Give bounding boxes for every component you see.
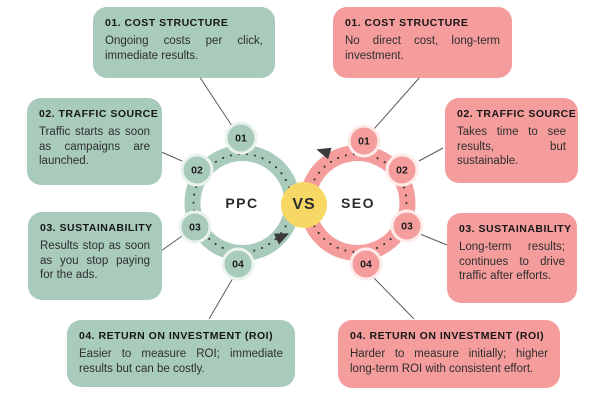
callout-title: 01. COST STRUCTURE bbox=[345, 17, 469, 29]
callout-body: Harder to measure initially; higher long… bbox=[350, 348, 548, 375]
connector-line bbox=[373, 76, 421, 130]
seo-node-01: 01 bbox=[347, 124, 381, 158]
callout-seo-sustainability: 03. SUSTAINABILITY Long-term results; co… bbox=[447, 213, 577, 303]
ppc-node-02: 02 bbox=[180, 153, 214, 187]
connector-line bbox=[208, 277, 234, 320]
callout-ppc-sustainability: 03. SUSTAINABILITY Results stop as soon … bbox=[28, 212, 162, 300]
callout-ppc-roi: 04. RETURN ON INVESTMENT (ROI) Easier to… bbox=[67, 320, 295, 387]
callout-body: Easier to measure ROI; immediate results… bbox=[79, 348, 283, 375]
connector-line bbox=[373, 277, 415, 320]
callout-body: Traffic starts as soon as campaigns are … bbox=[39, 126, 150, 168]
callout-ppc-traffic-source: 02. TRAFFIC SOURCE Traffic starts as soo… bbox=[27, 98, 162, 185]
callout-title: 02. TRAFFIC SOURCE bbox=[39, 108, 159, 120]
connector-line bbox=[419, 233, 448, 246]
callout-ppc-cost-structure: 01. COST STRUCTURE Ongoing costs per cli… bbox=[93, 7, 275, 78]
ppc-node-01: 01 bbox=[224, 121, 258, 155]
seo-arrow-icon bbox=[316, 147, 332, 160]
callout-title: 01. COST STRUCTURE bbox=[105, 17, 229, 29]
ppc-node-03: 03 bbox=[178, 210, 212, 244]
connector-line bbox=[158, 150, 183, 162]
seo-node-02: 02 bbox=[385, 153, 419, 187]
callout-body: Results stop as soon as you stop paying … bbox=[40, 240, 150, 282]
callout-title: 03. SUSTAINABILITY bbox=[459, 223, 572, 235]
callout-title: 03. SUSTAINABILITY bbox=[40, 222, 153, 234]
callout-title: 04. RETURN ON INVESTMENT (ROI) bbox=[79, 330, 274, 342]
callout-seo-traffic-source: 02. TRAFFIC SOURCE Takes time to see res… bbox=[445, 98, 578, 183]
connector-line bbox=[198, 75, 233, 127]
connector-line bbox=[160, 235, 183, 252]
callout-body: Ongoing costs per click, immediate resul… bbox=[105, 35, 263, 62]
seo-node-04: 04 bbox=[349, 247, 383, 281]
callout-body: Takes time to see results, but sustainab… bbox=[457, 126, 566, 168]
callout-title: 02. TRAFFIC SOURCE bbox=[457, 108, 577, 120]
callout-title: 04. RETURN ON INVESTMENT (ROI) bbox=[350, 330, 545, 342]
seo-label: SEO bbox=[340, 195, 376, 211]
callout-body: No direct cost, long-term investment. bbox=[345, 35, 500, 62]
ppc-node-04: 04 bbox=[221, 247, 255, 281]
ppc-arrow-icon bbox=[273, 233, 290, 245]
callout-seo-cost-structure: 01. COST STRUCTURE No direct cost, long-… bbox=[333, 7, 512, 78]
ppc-label: PPC bbox=[225, 195, 259, 211]
callout-seo-roi: 04. RETURN ON INVESTMENT (ROI) Harder to… bbox=[338, 320, 560, 388]
callout-body: Long-term results; continues to drive tr… bbox=[459, 241, 565, 283]
vs-badge: VS bbox=[281, 182, 327, 228]
connector-line bbox=[418, 147, 444, 162]
seo-node-03: 03 bbox=[390, 209, 424, 243]
